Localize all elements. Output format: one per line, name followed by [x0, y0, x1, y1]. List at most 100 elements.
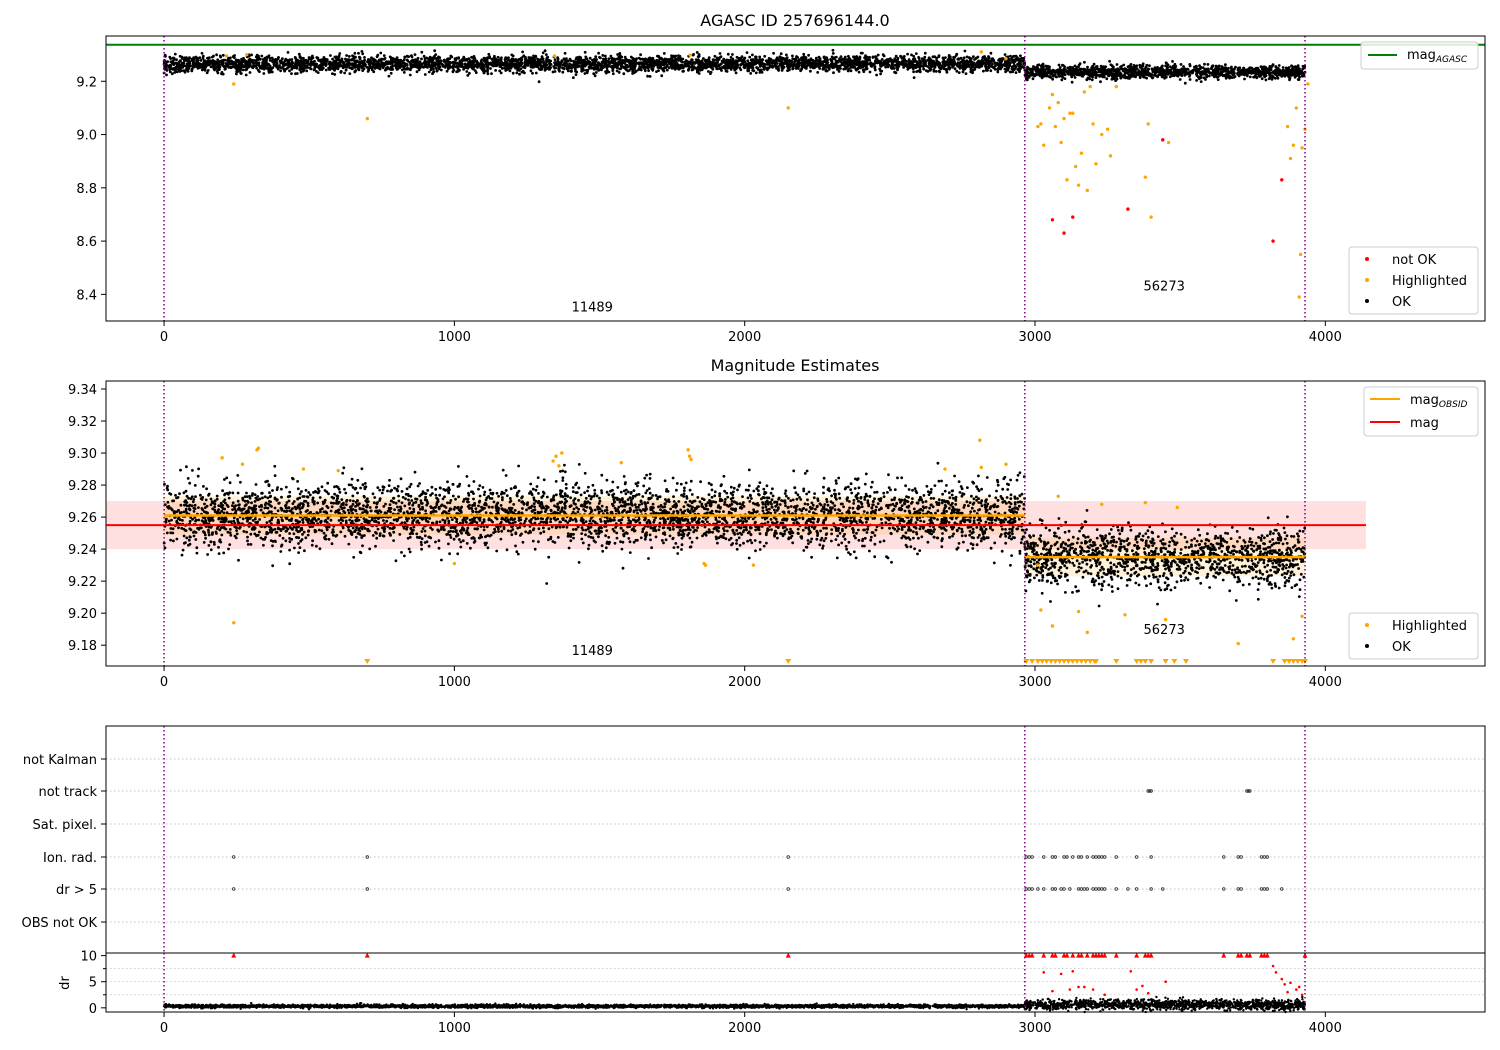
ok-point — [278, 59, 282, 63]
ok-point — [756, 61, 760, 65]
ok-point — [844, 66, 847, 70]
ok-point — [609, 60, 613, 63]
ok-point — [729, 56, 733, 59]
ok-point — [1090, 78, 1094, 82]
ok-point — [695, 68, 699, 72]
ok-point — [279, 69, 282, 73]
ok-point — [329, 54, 332, 57]
ok-point — [592, 72, 596, 75]
ok-point — [397, 61, 401, 65]
ok-point — [1186, 67, 1189, 71]
ok-point — [471, 59, 475, 63]
ok-point — [858, 57, 861, 60]
ok-point — [425, 63, 428, 66]
ok-point — [1000, 58, 1004, 62]
ok-point — [894, 54, 898, 58]
ok-point — [518, 63, 521, 67]
ok-point — [643, 69, 647, 73]
ok-point — [205, 62, 209, 66]
ok-point — [876, 53, 880, 57]
ok-point — [985, 69, 989, 72]
ok-point — [465, 70, 469, 73]
ok-point — [353, 70, 357, 74]
ok-point — [305, 69, 309, 73]
ok-point — [773, 60, 776, 63]
ok-point — [527, 60, 530, 64]
ok-point — [864, 61, 868, 64]
ok-point — [673, 67, 677, 71]
ok-point — [604, 70, 607, 73]
ok-point — [661, 60, 664, 64]
ok-point — [845, 60, 849, 63]
ok-point — [281, 65, 285, 68]
ok-point — [743, 66, 747, 70]
ok-point — [615, 57, 618, 61]
ok-point — [726, 66, 729, 70]
ok-point — [212, 67, 216, 70]
ok-point — [324, 64, 328, 67]
ok-point — [277, 56, 280, 59]
ok-point — [937, 54, 941, 57]
ok-point — [620, 63, 624, 67]
ok-point — [748, 55, 752, 59]
ok-point — [438, 63, 441, 66]
ok-point — [169, 60, 173, 64]
ok-point — [918, 70, 922, 74]
ok-point — [928, 69, 932, 72]
ok-point — [168, 55, 172, 59]
ok-point — [599, 56, 602, 60]
ok-point — [955, 69, 959, 73]
ok-point — [711, 67, 715, 71]
ok-point — [348, 72, 352, 75]
ok-point — [409, 63, 412, 67]
ok-point — [721, 65, 725, 69]
ok-point — [601, 54, 605, 57]
ok-point — [818, 58, 822, 62]
ok-point — [561, 70, 565, 74]
ok-point — [926, 65, 929, 68]
ok-point — [904, 62, 908, 66]
ok-point — [831, 63, 835, 66]
ok-point — [880, 58, 884, 61]
ok-point — [887, 58, 891, 61]
ok-point — [1014, 71, 1018, 74]
ok-point — [408, 73, 412, 77]
ok-point — [468, 71, 471, 75]
ok-point — [319, 60, 323, 63]
ok-point — [963, 49, 967, 53]
ok-point — [399, 63, 403, 67]
ok-point — [642, 58, 645, 61]
ok-point — [446, 63, 450, 67]
ok-point — [235, 59, 239, 63]
ok-point — [824, 63, 827, 67]
ok-point — [294, 72, 297, 76]
ok-point — [531, 71, 534, 75]
ok-point — [521, 50, 524, 54]
ok-point — [1012, 68, 1016, 72]
ok-point — [493, 57, 497, 60]
ok-point — [1099, 80, 1102, 84]
ok-point — [896, 56, 900, 60]
ok-point — [1271, 63, 1275, 67]
ok-point — [848, 57, 852, 61]
ok-point — [449, 54, 453, 58]
ok-point — [1057, 63, 1061, 67]
ok-point — [244, 73, 248, 77]
ok-point — [462, 55, 466, 59]
ok-point — [267, 71, 271, 74]
ok-point — [1160, 65, 1164, 69]
ok-point — [560, 59, 564, 63]
ok-point — [369, 65, 373, 68]
ok-point — [707, 70, 710, 73]
ok-point — [878, 59, 882, 63]
ok-point — [371, 58, 375, 62]
ok-point — [205, 71, 209, 75]
ok-point — [1227, 66, 1230, 70]
ok-point — [498, 63, 502, 67]
ok-point — [725, 58, 729, 62]
ok-point — [923, 60, 926, 63]
ok-point — [894, 71, 898, 75]
ok-point — [1115, 76, 1118, 80]
ok-point — [390, 62, 394, 65]
ok-point — [465, 57, 469, 61]
